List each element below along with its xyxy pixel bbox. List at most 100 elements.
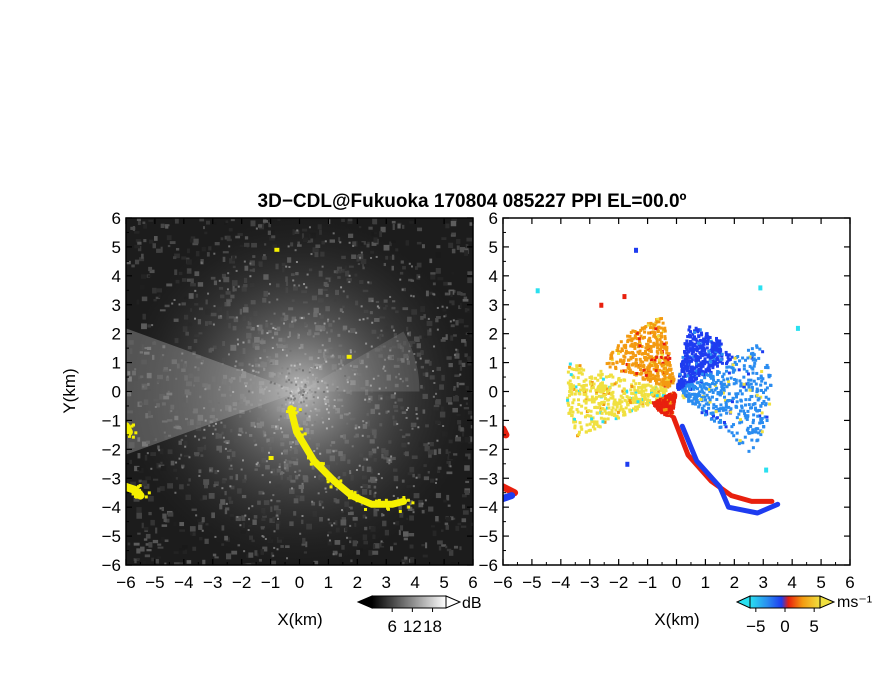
velocity-cell xyxy=(707,402,711,406)
sector-speckle xyxy=(298,334,301,337)
sector-speckle xyxy=(332,232,335,235)
velocity-cell xyxy=(633,388,637,392)
velocity-cell xyxy=(629,388,633,392)
sector-speckle xyxy=(401,380,404,383)
velocity-cell xyxy=(646,398,650,402)
noise-cell xyxy=(459,302,462,309)
x-tick-label: −5 xyxy=(522,573,541,592)
noise-cell xyxy=(370,224,373,227)
sector-speckle xyxy=(299,393,302,396)
velocity-cell xyxy=(640,345,644,349)
velocity-cell xyxy=(661,321,665,325)
velocity-cell xyxy=(755,439,759,443)
velocity-cell xyxy=(573,424,577,428)
velocity-cell xyxy=(689,369,693,373)
sector-speckle xyxy=(273,432,276,435)
velocity-cell xyxy=(744,416,748,420)
echo-fragment xyxy=(347,496,351,500)
velocity-cell xyxy=(704,382,708,386)
sector-speckle xyxy=(217,470,220,473)
y-tick-label: 5 xyxy=(489,238,498,257)
velocity-cell xyxy=(644,388,648,392)
velocity-cell xyxy=(607,406,611,410)
sector-speckle xyxy=(218,386,221,389)
sector-speckle xyxy=(436,328,439,331)
velocity-cell xyxy=(629,344,633,348)
velocity-cell xyxy=(708,359,712,363)
velocity-cell xyxy=(639,397,643,401)
velocity-cell xyxy=(717,409,721,413)
sector-speckle xyxy=(282,378,285,381)
velocity-cell xyxy=(727,383,731,387)
velocity-cell xyxy=(657,358,661,362)
velocity-cell xyxy=(720,391,724,395)
velocity-cell xyxy=(690,358,694,362)
velocity-cell xyxy=(630,363,634,367)
sector-speckle xyxy=(253,375,256,378)
sector-speckle xyxy=(249,378,252,381)
sector-speckle xyxy=(277,517,280,520)
sector-speckle xyxy=(273,382,276,385)
velocity-cell xyxy=(639,334,643,338)
noise-cell xyxy=(469,222,473,226)
sector-speckle xyxy=(365,367,368,370)
velocity-cell xyxy=(726,380,730,384)
velocity-cell xyxy=(750,347,754,351)
sector-speckle xyxy=(316,396,319,399)
sector-speckle xyxy=(314,475,317,478)
noise-cell xyxy=(465,527,469,532)
velocity-cell xyxy=(739,382,743,386)
sector-speckle xyxy=(271,336,274,339)
velocity-cell xyxy=(711,376,715,380)
sector-speckle xyxy=(319,452,322,455)
velocity-cell xyxy=(639,328,643,332)
sector-speckle xyxy=(308,371,311,374)
velocity-cell xyxy=(714,410,718,414)
velocity-cell xyxy=(646,383,650,387)
echo-fragment xyxy=(126,426,129,430)
sector-speckle xyxy=(181,466,184,469)
sector-speckle xyxy=(432,395,435,398)
sector-speckle xyxy=(268,292,271,295)
sector-speckle xyxy=(295,369,298,372)
sector-speckle xyxy=(366,317,369,320)
velocity-cell xyxy=(653,335,657,339)
velocity-cell xyxy=(695,349,699,353)
velocity-cell xyxy=(649,344,653,348)
velocity-cell xyxy=(648,379,652,383)
velocity-cell xyxy=(744,398,748,402)
velocity-cell xyxy=(600,381,604,385)
velocity-cell xyxy=(652,367,656,371)
velocity-cell xyxy=(681,375,685,379)
velocity-cell xyxy=(649,358,653,362)
velocity-cell xyxy=(747,449,751,453)
velocity-cell xyxy=(576,376,580,380)
velocity-cell xyxy=(766,366,770,370)
x-tick-label: 0 xyxy=(672,573,681,592)
sector-speckle xyxy=(324,349,327,352)
velocity-cell xyxy=(742,385,746,389)
noise-cell xyxy=(202,559,206,565)
sector-speckle xyxy=(321,265,324,268)
velocity-cell xyxy=(659,340,663,344)
velocity-cell xyxy=(695,365,699,369)
y-tick-label: 6 xyxy=(112,209,121,228)
sector-speckle xyxy=(226,288,229,291)
velocity-cell xyxy=(615,403,619,407)
sector-speckle xyxy=(180,359,183,362)
sector-speckle xyxy=(390,455,393,458)
velocity-cell xyxy=(572,398,576,402)
velocity-cell xyxy=(694,326,698,330)
velocity-cell xyxy=(712,350,716,354)
noise-cell xyxy=(161,506,165,512)
velocity-cell xyxy=(654,363,658,367)
velocity-cell xyxy=(604,411,608,415)
sector-speckle xyxy=(388,462,391,465)
velocity-cell xyxy=(680,366,684,370)
noise-cell xyxy=(456,291,461,295)
sector-speckle xyxy=(346,381,349,384)
sector-speckle xyxy=(436,306,439,309)
velocity-cell xyxy=(640,364,644,368)
velocity-cell xyxy=(638,402,642,406)
velocity-cell xyxy=(628,368,632,372)
